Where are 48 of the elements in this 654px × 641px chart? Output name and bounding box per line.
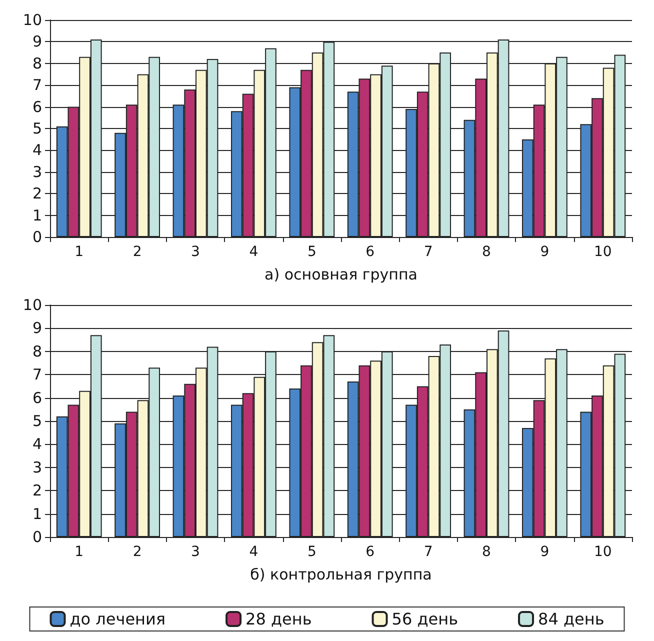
y-tick-label: 2 — [32, 482, 42, 500]
x-tick-label: 1 — [74, 244, 84, 260]
x-tick-label: 10 — [594, 244, 612, 260]
x-tick-label: 4 — [249, 244, 258, 260]
x-tick-label: 10 — [594, 544, 612, 560]
y-tick-label: 2 — [32, 184, 42, 203]
y-tick-label: 5 — [32, 412, 42, 430]
x-tick-label: 3 — [191, 544, 200, 560]
x-tick-label: 9 — [540, 544, 550, 560]
y-tick-label: 6 — [32, 98, 42, 116]
y-tick-label: 6 — [32, 388, 42, 407]
x-tick-label: 2 — [132, 244, 142, 260]
y-tick-label: 8 — [32, 342, 42, 360]
y-tick-label: 0 — [32, 228, 42, 246]
legend-label: 56 день — [392, 610, 458, 628]
x-tick-label: 5 — [307, 544, 316, 560]
x-tick-label: 5 — [307, 244, 316, 260]
y-tick-label: 1 — [32, 504, 42, 523]
x-tick-label: 2 — [132, 544, 142, 560]
x-tick-label: 9 — [540, 244, 550, 260]
x-tick-label: 1 — [74, 544, 84, 560]
x-tick-label: 8 — [482, 544, 491, 560]
y-tick-label: 0 — [32, 528, 42, 546]
x-tick-label: 8 — [482, 244, 491, 260]
y-tick-label: 9 — [32, 319, 42, 338]
legend-label: 84 день — [538, 610, 604, 628]
y-tick-label: 1 — [32, 206, 42, 224]
x-axis-title: а) основная группа — [264, 266, 418, 284]
y-tick-label: 5 — [32, 120, 42, 138]
y-tick-label: 4 — [32, 435, 42, 454]
x-axis-title: б) контрольная группа — [250, 566, 432, 584]
x-tick-label: 7 — [424, 244, 433, 260]
x-tick-label: 6 — [366, 244, 375, 260]
x-tick-label: 6 — [366, 544, 375, 560]
y-tick-label: 4 — [32, 141, 42, 160]
y-tick-label: 7 — [32, 76, 42, 94]
y-tick-label: 10 — [22, 296, 42, 314]
y-tick-label: 3 — [32, 458, 42, 476]
x-tick-label: 3 — [191, 244, 200, 260]
y-tick-label: 3 — [32, 162, 42, 181]
x-tick-label: 7 — [424, 544, 433, 560]
x-tick-label: 4 — [249, 544, 258, 560]
y-tick-label: 10 — [22, 11, 42, 29]
y-tick-label: 7 — [32, 366, 42, 384]
legend-label: до лечения — [70, 610, 166, 628]
y-tick-label: 9 — [32, 32, 42, 51]
y-tick-label: 8 — [32, 54, 42, 72]
legend-label: 28 день — [246, 610, 312, 628]
